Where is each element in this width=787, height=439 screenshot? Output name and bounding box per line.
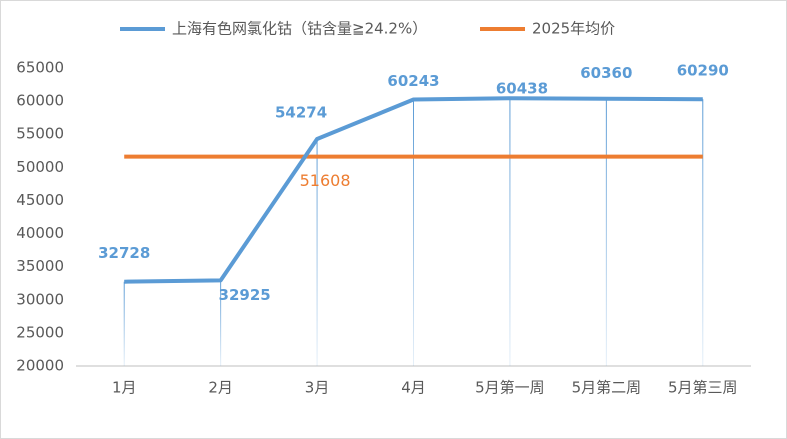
x-tick-label: 5月第一周 bbox=[475, 379, 545, 397]
x-tick-label: 4月 bbox=[401, 379, 426, 397]
x-tick-label: 2月 bbox=[208, 379, 233, 397]
x-tick-label: 5月第二周 bbox=[572, 379, 642, 397]
data-label: 60290 bbox=[677, 62, 729, 80]
data-label: 32728 bbox=[98, 244, 150, 262]
legend-label: 上海有色网氯化钴（钴含量≧24.2%） bbox=[172, 20, 427, 38]
data-label: 54274 bbox=[275, 104, 327, 122]
drop-line bbox=[605, 98, 607, 366]
y-tick-label: 45000 bbox=[16, 191, 64, 209]
legend-label: 2025年均价 bbox=[532, 20, 615, 38]
y-tick-label: 55000 bbox=[16, 125, 64, 143]
drop-line bbox=[413, 99, 414, 367]
drop-line bbox=[316, 139, 318, 366]
y-tick-label: 60000 bbox=[16, 92, 64, 110]
y-tick-label: 35000 bbox=[16, 257, 64, 275]
data-label: 32925 bbox=[219, 286, 271, 304]
y-tick-label: 50000 bbox=[16, 158, 64, 176]
data-label: 51608 bbox=[300, 171, 351, 190]
y-tick-label: 65000 bbox=[16, 59, 64, 77]
drop-line bbox=[123, 281, 125, 366]
x-tick-label: 5月第三周 bbox=[668, 379, 738, 397]
data-label: 60243 bbox=[387, 72, 439, 90]
drop-line bbox=[509, 98, 511, 367]
series-line bbox=[124, 96, 703, 284]
x-tick-label: 1月 bbox=[112, 379, 137, 397]
data-label: 60360 bbox=[580, 64, 632, 82]
y-tick-label: 40000 bbox=[16, 224, 64, 242]
y-tick-label: 30000 bbox=[16, 290, 64, 308]
data-label: 60438 bbox=[496, 80, 548, 98]
y-tick-label: 25000 bbox=[16, 323, 64, 341]
drop-line bbox=[702, 99, 704, 366]
x-tick-label: 3月 bbox=[305, 379, 330, 397]
drop-line bbox=[220, 280, 222, 366]
y-tick-label: 20000 bbox=[16, 357, 64, 375]
